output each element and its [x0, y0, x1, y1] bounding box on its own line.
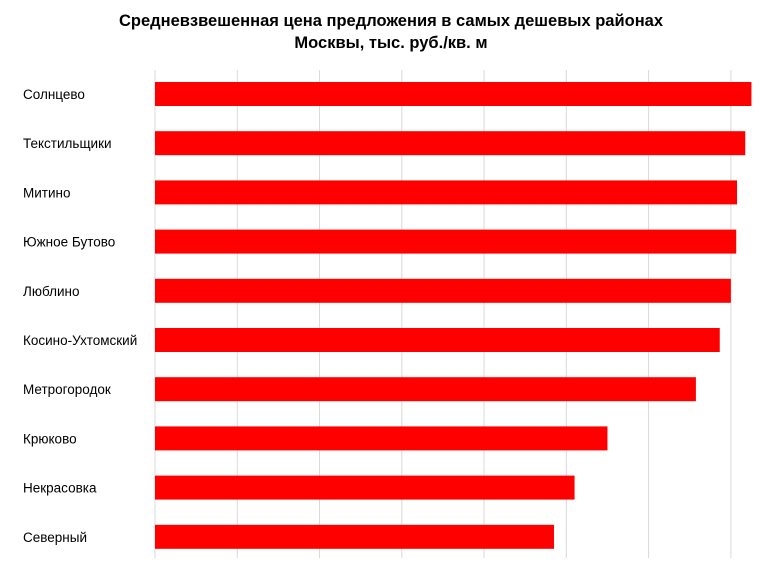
bar [155, 328, 720, 352]
category-label: Северный [23, 530, 87, 545]
bar [155, 524, 554, 549]
bar [155, 229, 737, 254]
category-label: Метрогородок [23, 382, 111, 397]
bars [155, 82, 752, 549]
bar [155, 131, 746, 156]
chart-title-line2: Москвы, тыс. руб./кв. м [294, 34, 488, 52]
category-label: Некрасовка [23, 481, 97, 496]
chart-title: Средневзвешенная цена предложения в самы… [0, 10, 782, 54]
bar [155, 426, 608, 451]
category-labels: Солнцево Текстильщики Митино Южное Бутово Лю… [23, 87, 137, 545]
category-label: Южное Бутово [23, 235, 115, 250]
chart-title-line1: Средневзвешенная цена предложения в самы… [118, 12, 664, 30]
bar [155, 82, 752, 106]
category-label: Текстильщики [23, 136, 112, 151]
category-label: Митино [23, 185, 70, 200]
bar [155, 377, 696, 402]
bar [155, 278, 731, 303]
category-label: Косино-Ухтомский [23, 333, 137, 348]
category-label: Солнцево [23, 87, 85, 102]
bar [155, 180, 738, 205]
category-label: Крюково [23, 431, 77, 446]
category-label: Люблино [23, 284, 80, 299]
bar [155, 475, 575, 500]
